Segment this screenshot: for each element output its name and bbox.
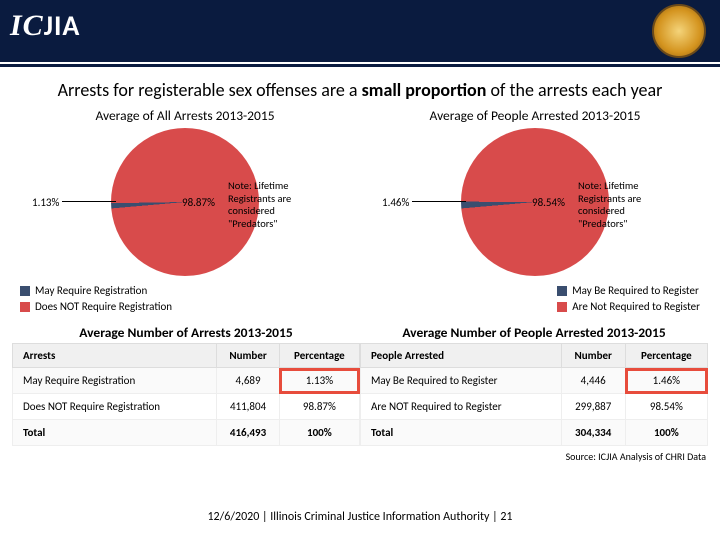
table-row: Does NOT Require Registration411,80498.8… [13, 394, 360, 420]
legend-item: Are Not Required to Register [557, 300, 700, 313]
right-chart: Average of People Arrested 2013-2015 1.4… [360, 107, 710, 278]
table-cell: 98.87% [279, 394, 359, 420]
table-cell: 4,446 [561, 368, 625, 394]
legend-area: May Require Registration Does NOT Requir… [0, 278, 720, 320]
right-table: People ArrestedNumberPercentageMay Be Re… [360, 343, 708, 446]
table-cell: Total [13, 420, 217, 446]
right-table-title: Average Number of People Arrested 2013-2… [360, 324, 708, 341]
left-table-col: Average Number of Arrests 2013-2015 Arre… [12, 320, 360, 446]
logo: ICJIA [10, 8, 80, 43]
table-cell: 1.13% [279, 368, 359, 394]
table-cell: 1.46% [625, 368, 707, 394]
table-header: Percentage [625, 344, 707, 368]
right-table-col: Average Number of People Arrested 2013-2… [360, 320, 708, 446]
footer-text: 12/6/2020 | Illinois Criminal Justice In… [0, 500, 720, 534]
table-cell: 416,493 [217, 420, 279, 446]
table-header: Arrests [13, 344, 217, 368]
legend-item: May Be Required to Register [557, 284, 700, 297]
right-chart-title: Average of People Arrested 2013-2015 [360, 107, 710, 124]
right-minor-label: 1.46% [382, 196, 409, 209]
table-header: Number [561, 344, 625, 368]
table-cell: May Require Registration [13, 368, 217, 394]
state-seal-icon [652, 4, 706, 58]
legend-item: Does NOT Require Registration [20, 300, 172, 313]
charts-row: Average of All Arrests 2013-2015 1.13% 9… [0, 107, 720, 278]
table-cell: 4,689 [217, 368, 279, 394]
left-chart: Average of All Arrests 2013-2015 1.13% 9… [10, 107, 360, 278]
source-text: Source: ICJIA Analysis of CHRI Data [0, 446, 720, 463]
left-table: ArrestsNumberPercentageMay Require Regis… [12, 343, 360, 446]
table-row: May Require Registration4,6891.13% [13, 368, 360, 394]
table-row: Total416,493100% [13, 420, 360, 446]
table-cell: Does NOT Require Registration [13, 394, 217, 420]
table-cell: 411,804 [217, 394, 279, 420]
legend-item: May Require Registration [20, 284, 172, 297]
left-note: Note: Lifetime Registrants are considere… [228, 180, 320, 230]
tables-row: Average Number of Arrests 2013-2015 Arre… [0, 320, 720, 446]
table-header: Number [217, 344, 279, 368]
left-chart-title: Average of All Arrests 2013-2015 [10, 107, 360, 124]
header-bar: ICJIA [0, 0, 720, 62]
table-cell: Are NOT Required to Register [361, 394, 562, 420]
right-major-label: 98.54% [532, 196, 565, 209]
table-header: Percentage [279, 344, 359, 368]
table-cell: 299,887 [561, 394, 625, 420]
left-minor-label: 1.13% [32, 196, 59, 209]
table-cell: 98.54% [625, 394, 707, 420]
right-note: Note: Lifetime Registrants are considere… [578, 180, 670, 230]
page-title: Arrests for registerable sex offenses ar… [0, 67, 720, 107]
table-row: Are NOT Required to Register299,88798.54… [361, 394, 708, 420]
table-cell: Total [361, 420, 562, 446]
table-cell: 304,334 [561, 420, 625, 446]
table-row: May Be Required to Register4,4461.46% [361, 368, 708, 394]
table-cell: May Be Required to Register [361, 368, 562, 394]
table-header: People Arrested [361, 344, 562, 368]
table-cell: 100% [625, 420, 707, 446]
table-cell: 100% [279, 420, 359, 446]
table-row: Total304,334100% [361, 420, 708, 446]
left-table-title: Average Number of Arrests 2013-2015 [12, 324, 360, 341]
left-major-label: 98.87% [182, 196, 215, 209]
